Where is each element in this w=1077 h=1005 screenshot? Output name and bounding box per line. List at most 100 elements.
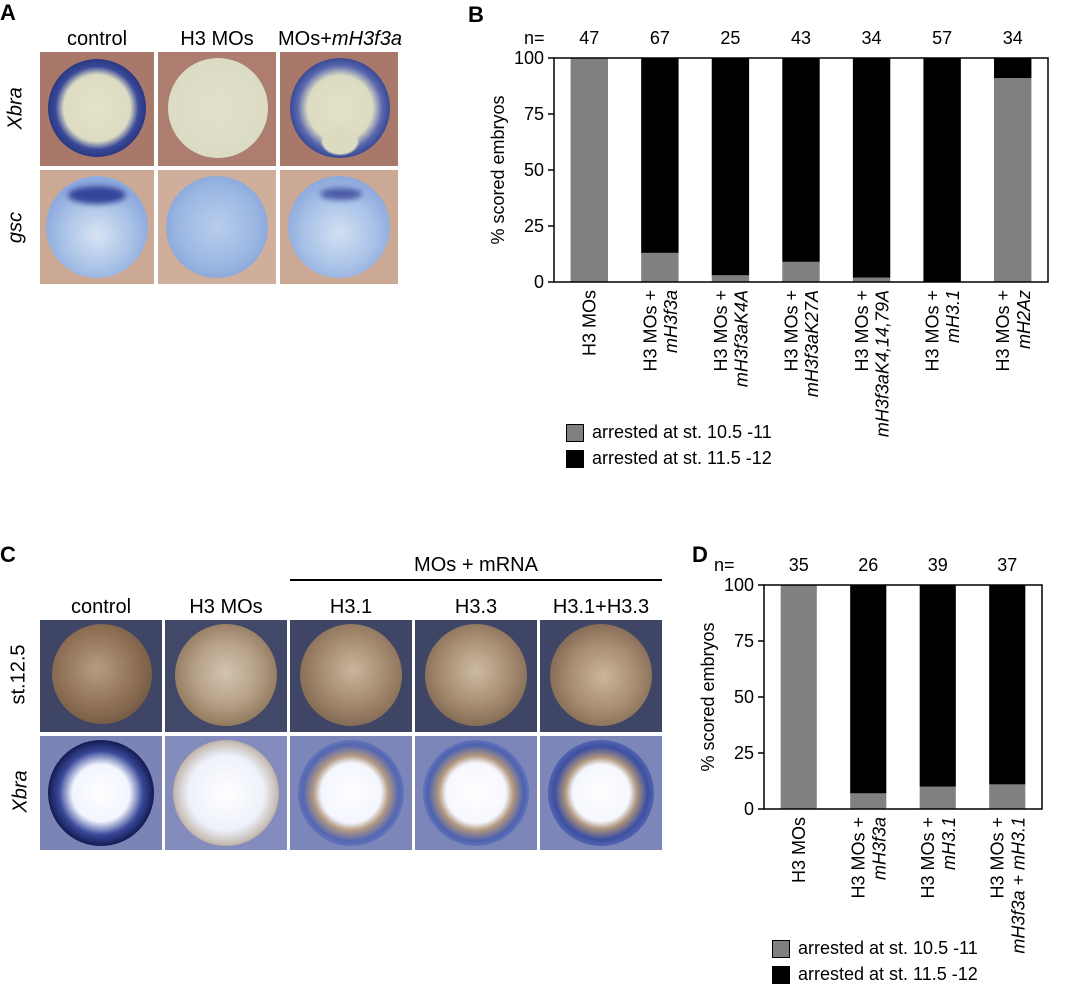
chart-b-bar-1-series-1 [641,58,679,253]
chart-d-y-tick-label-1: 25 [734,743,754,763]
chart-d-category-label-2: H3 MOs +mH3.1 [918,817,959,899]
chart-d-category-label-0: H3 MOs [789,817,809,883]
panel-a-embryo-image-h3mos-gsc [158,170,276,284]
panel-a-embryo-image-rescue-gsc [280,170,398,284]
panel-label-d: D [692,542,708,567]
panel-c-column-header-h3-1-h3-3: H3.1+H3.3 [552,596,650,618]
chart-d-y-tick-label-3: 75 [734,631,754,651]
chart-d-bar-3-series-0 [989,784,1026,809]
chart-b-n-value-1: 67 [650,28,670,48]
chart-b-bar-4-series-0 [852,277,891,282]
chart-d-bar-2-series-1 [919,585,956,787]
chart-b-bar-3-series-1 [782,58,820,262]
panel-a-embryo-image-control-xbra [40,52,154,166]
legend-b-swatch-1 [566,449,584,468]
legend-d-text-1: arrested at st. 11.5 -12 [798,964,978,984]
chart-b-bar-6-series-0 [994,78,1032,282]
panel-c-embryo-image-h3-3-xbra [415,736,537,850]
panel-c-column-header-h3-3: H3.3 [454,596,498,618]
panel-a-column-header-rescue-prefix: MOs+ [278,28,332,50]
chart-d-n-value-0: 35 [789,555,809,575]
panel-a-embryo-image-control-gsc [40,170,154,284]
chart-b-category-label-2: H3 MOs +mH3f3aK4A [711,290,752,387]
chart-d-n-value-1: 26 [858,555,878,575]
chart-b-n-value-0: 47 [579,28,599,48]
chart-d-bar-2-series-0 [919,786,956,809]
chart-b-n-value-4: 34 [862,28,882,48]
chart-b-n-value-2: 25 [720,28,740,48]
chart-d-bar-1-series-1 [850,585,887,794]
panel-a-column-header-h3-mos: H3 MOs [180,28,254,50]
chart-b-n-value-6: 34 [1003,28,1023,48]
chart-b-bar-4-series-1 [852,58,891,278]
chart-d-bar-1-series-0 [850,793,887,809]
chart-d: 35 H3 MOs 26 H3 MOs +mH3f3a 39 H3 MOs +mH3.1 3… [698,555,1043,954]
chart-d-n-prefix: n= [714,555,735,575]
chart-b-category-label-6: H3 MOs +mH2Az [993,290,1034,372]
panel-c-column-header-h3-mos: H3 MOs [189,596,263,618]
panel-label-b: B [468,2,484,27]
chart-d-y-tick-label-2: 50 [734,687,754,707]
legend-d-item-0: arrested at st. 10.5 -11 [772,938,978,959]
chart-d-y-axis-label: % scored embryos [698,622,718,771]
chart-b-y-axis-label: % scored embryos [488,95,508,244]
chart-d-n-value-2: 39 [928,555,948,575]
panel-c-embryo-image-h3-1-stage [290,620,412,732]
chart-d-n-value-3: 37 [997,555,1017,575]
chart-d-category-label-3: H3 MOs +mH3f3a + mH3.1 [988,817,1029,954]
chart-b-category-label-1: H3 MOs +mH3f3a [640,290,681,372]
panel-label-c: C [0,542,16,567]
chart-d-y-tick-label-0: 0 [744,799,754,819]
panel-c-group-label: MOs + mRNA [414,554,538,576]
panel-c-embryo-image-h3-1-xbra [290,736,412,850]
panel-c-embryo-image-h3-1-h3-3-stage [540,620,662,732]
panel-a-column-header-rescue: MOs+mH3f3a [278,28,402,51]
chart-b-y-tick-label-2: 50 [524,160,544,180]
chart-b-category-label-3: H3 MOs +mH3f3aK27A [781,290,822,397]
panel-c-embryo-image-h3mos-xbra [165,736,287,850]
chart-b-bar-6-series-1 [994,58,1032,79]
chart-b-category-label-5: H3 MOs +mH3.1 [923,290,964,372]
panel-c-embryo-image-h3-3-stage [415,620,537,732]
panel-c-embryo-image-control-stage [40,620,162,732]
legend-d-swatch-1 [772,965,790,984]
legend-b-text-0: arrested at st. 10.5 -11 [592,422,772,442]
panel-c-group-line [290,579,662,581]
chart-b-y-tick-label-4: 100 [514,48,544,68]
chart-b-category-label-0: H3 MOs [580,290,600,356]
panel-a-row-label-xbra: Xbra [4,87,27,130]
panel-c-embryo-image-h3-1-h3-3-xbra [540,736,662,850]
chart-b-bar-5-series-1 [923,58,961,282]
panel-label-a: A [0,0,16,25]
chart-b-bar-3-series-0 [782,261,820,282]
legend-b-swatch-0 [566,423,584,442]
chart-d-category-label-1: H3 MOs +mH3f3a [849,817,890,899]
chart-b-n-value-3: 43 [791,28,811,48]
legend-d-text-0: arrested at st. 10.5 -11 [798,938,978,958]
panel-c-row-label-stage: st.12.5 [7,644,30,705]
chart-b-y-tick-label-3: 75 [524,104,544,124]
legend-b-item-0: arrested at st. 10.5 -11 [566,422,772,443]
chart-b: 47 H3 MOs 67 H3 MOs +mH3f3a 25 H3 MOs +mH3f3a… [488,28,1049,437]
chart-b-bar-0-series-0 [570,58,608,282]
panel-c-embryo-image-h3mos-stage [165,620,287,732]
chart-b-n-prefix: n= [524,28,545,48]
chart-b-category-label-4: H3 MOs +mH3f3aK4,14,79A [852,290,893,437]
legend-d-item-1: arrested at st. 11.5 -12 [772,964,978,985]
chart-b-bar-1-series-0 [641,252,679,282]
chart-b-bar-2-series-0 [711,275,750,282]
panel-c-column-header-h3-1: H3.1 [329,596,373,618]
panel-a-column-header-control: control [66,28,128,50]
legend-b-text-1: arrested at st. 11.5 -12 [592,448,772,468]
chart-b-n-value-5: 57 [932,28,952,48]
chart-b-bar-2-series-1 [711,58,750,276]
panel-a-row-label-gsc: gsc [4,211,27,244]
chart-d-bar-3-series-1 [989,585,1026,785]
panel-c-embryo-image-control-xbra [40,736,162,850]
panel-a-column-header-rescue-gene: mH3f3a [331,28,402,50]
chart-b-y-tick-label-0: 0 [534,272,544,292]
panel-a-embryo-image-h3mos-xbra [158,52,276,166]
chart-d-y-tick-label-4: 100 [724,575,754,595]
panel-c-column-header-control: control [70,596,132,618]
legend-b-item-1: arrested at st. 11.5 -12 [566,448,772,469]
